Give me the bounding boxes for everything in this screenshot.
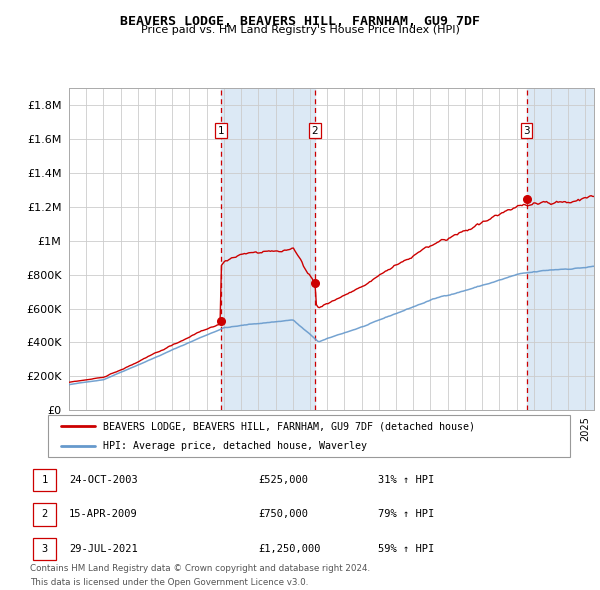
Text: 2: 2 bbox=[311, 126, 318, 136]
Bar bbox=[527, 88, 594, 410]
Text: 3: 3 bbox=[41, 544, 47, 553]
Text: 1: 1 bbox=[41, 476, 47, 485]
Text: 1: 1 bbox=[217, 126, 224, 136]
Text: 29-JUL-2021: 29-JUL-2021 bbox=[69, 544, 138, 553]
Bar bbox=[221, 88, 315, 410]
Text: HPI: Average price, detached house, Waverley: HPI: Average price, detached house, Wave… bbox=[103, 441, 367, 451]
Text: 2: 2 bbox=[41, 510, 47, 519]
Text: Price paid vs. HM Land Registry's House Price Index (HPI): Price paid vs. HM Land Registry's House … bbox=[140, 25, 460, 35]
Text: 3: 3 bbox=[523, 126, 530, 136]
Text: This data is licensed under the Open Government Licence v3.0.: This data is licensed under the Open Gov… bbox=[30, 578, 308, 587]
Text: Contains HM Land Registry data © Crown copyright and database right 2024.: Contains HM Land Registry data © Crown c… bbox=[30, 563, 370, 572]
Text: 24-OCT-2003: 24-OCT-2003 bbox=[69, 476, 138, 485]
FancyBboxPatch shape bbox=[48, 415, 570, 457]
Text: 15-APR-2009: 15-APR-2009 bbox=[69, 510, 138, 519]
Text: BEAVERS LODGE, BEAVERS HILL, FARNHAM, GU9 7DF (detached house): BEAVERS LODGE, BEAVERS HILL, FARNHAM, GU… bbox=[103, 421, 475, 431]
Text: £1,250,000: £1,250,000 bbox=[258, 544, 320, 553]
Text: £750,000: £750,000 bbox=[258, 510, 308, 519]
Text: 31% ↑ HPI: 31% ↑ HPI bbox=[378, 476, 434, 485]
Text: 59% ↑ HPI: 59% ↑ HPI bbox=[378, 544, 434, 553]
Text: 79% ↑ HPI: 79% ↑ HPI bbox=[378, 510, 434, 519]
Text: £525,000: £525,000 bbox=[258, 476, 308, 485]
Text: BEAVERS LODGE, BEAVERS HILL, FARNHAM, GU9 7DF: BEAVERS LODGE, BEAVERS HILL, FARNHAM, GU… bbox=[120, 15, 480, 28]
